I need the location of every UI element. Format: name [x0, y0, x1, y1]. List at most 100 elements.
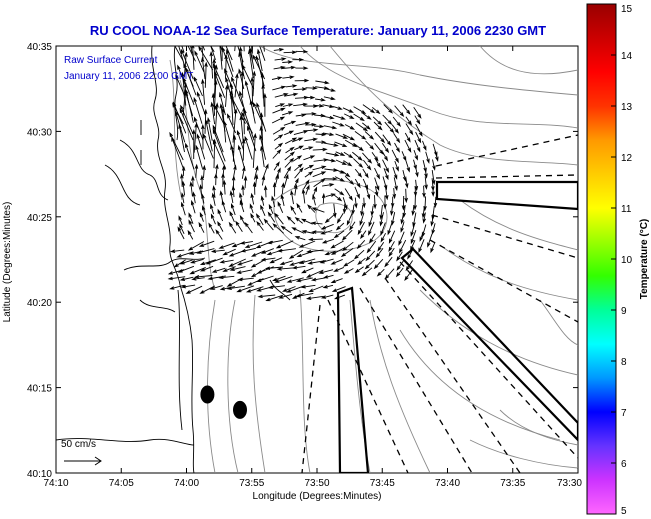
- current-vector: [374, 142, 384, 155]
- current-vector: [237, 277, 254, 282]
- current-vector: [193, 76, 203, 97]
- current-vector: [180, 192, 185, 204]
- current-vector: [190, 199, 196, 214]
- current-vector: [313, 178, 326, 188]
- current-vector: [304, 171, 314, 178]
- x-axis-label: Longitude (Degrees:Minutes): [253, 491, 382, 502]
- current-vector: [354, 178, 361, 189]
- current-vector: [291, 137, 304, 143]
- current-vector: [239, 199, 245, 213]
- current-vector: [387, 221, 393, 236]
- current-vector: [305, 122, 317, 127]
- current-vector: [263, 218, 274, 231]
- current-vector: [202, 164, 206, 179]
- current-vector: [310, 221, 323, 226]
- current-vector: [198, 46, 214, 71]
- current-vector: [374, 158, 381, 169]
- current-vector: [261, 83, 265, 107]
- current-vector: [272, 149, 282, 159]
- current-vector: [415, 167, 419, 178]
- current-vector: [293, 102, 309, 107]
- current-vector: [210, 203, 215, 215]
- current-vector: [342, 259, 355, 267]
- current-vector: [308, 237, 323, 242]
- current-vector: [176, 251, 194, 258]
- current-vector: [405, 177, 409, 189]
- current-vector: [362, 197, 366, 209]
- current-vector: [334, 141, 348, 147]
- current-vector: [196, 248, 215, 254]
- current-vector: [405, 160, 410, 173]
- current-vector: [281, 111, 294, 116]
- current-vector: [304, 95, 316, 100]
- current-vector: [351, 204, 356, 216]
- current-vector: [286, 215, 296, 225]
- current-vector: [247, 48, 254, 79]
- current-vector: [336, 212, 344, 224]
- current-vector: [228, 221, 237, 234]
- current-vector: [184, 88, 194, 123]
- current-vector: [181, 165, 186, 177]
- current-vector: [181, 180, 186, 196]
- current-vector: [332, 105, 343, 110]
- current-vector: [414, 139, 421, 153]
- current-vector: [263, 46, 265, 52]
- current-vector: [171, 136, 184, 169]
- current-vector: [434, 150, 439, 162]
- current-vector: [283, 173, 289, 189]
- current-vector: [322, 274, 334, 279]
- current-vector: [280, 193, 285, 207]
- current-vector: [239, 214, 246, 225]
- current-vector: [373, 195, 377, 210]
- current-vector: [283, 165, 292, 179]
- current-vector: [325, 158, 337, 163]
- current-vector: [211, 92, 216, 116]
- current-vector: [234, 72, 239, 98]
- current-vector: [422, 212, 426, 224]
- current-vector: [421, 206, 426, 219]
- current-vector: [190, 258, 204, 264]
- current-vector: [217, 220, 224, 232]
- current-vector: [218, 242, 235, 249]
- current-vector: [191, 175, 195, 187]
- current-vector: [205, 257, 223, 265]
- current-vector: [286, 277, 304, 283]
- current-vector: [410, 240, 416, 252]
- current-vector: [209, 285, 223, 290]
- colorbar-tick-label: 7: [621, 408, 627, 419]
- current-vector: [304, 164, 315, 171]
- x-tick-label: 74:10: [43, 478, 68, 489]
- current-vector: [179, 223, 185, 234]
- current-vector: [259, 46, 266, 61]
- current-vector: [210, 213, 216, 225]
- current-vector: [236, 259, 253, 266]
- current-vector: [210, 46, 216, 61]
- current-vector: [300, 267, 314, 274]
- current-vector: [333, 266, 344, 272]
- current-vector: [239, 114, 244, 143]
- current-vector: [188, 250, 204, 255]
- current-vector: [241, 184, 245, 196]
- current-vector: [295, 66, 309, 70]
- current-vector: [219, 286, 235, 291]
- current-vector: [272, 107, 286, 114]
- current-vector: [243, 108, 255, 141]
- current-vector: [285, 146, 295, 154]
- current-vector: [295, 292, 314, 298]
- current-vector: [410, 230, 417, 245]
- current-vector: [296, 202, 303, 213]
- current-vector: [251, 46, 253, 54]
- current-vector: [340, 248, 354, 258]
- current-vector: [312, 147, 328, 152]
- current-vector: [388, 241, 395, 252]
- current-vector: [424, 176, 428, 190]
- current-vector: [272, 223, 284, 234]
- current-vector: [219, 259, 234, 264]
- current-vector: [256, 220, 264, 231]
- current-vector: [342, 107, 354, 113]
- current-vector: [193, 122, 198, 153]
- current-vector: [382, 134, 392, 146]
- current-vector: [194, 50, 205, 73]
- current-vector: [232, 108, 238, 143]
- current-vector: [311, 207, 325, 213]
